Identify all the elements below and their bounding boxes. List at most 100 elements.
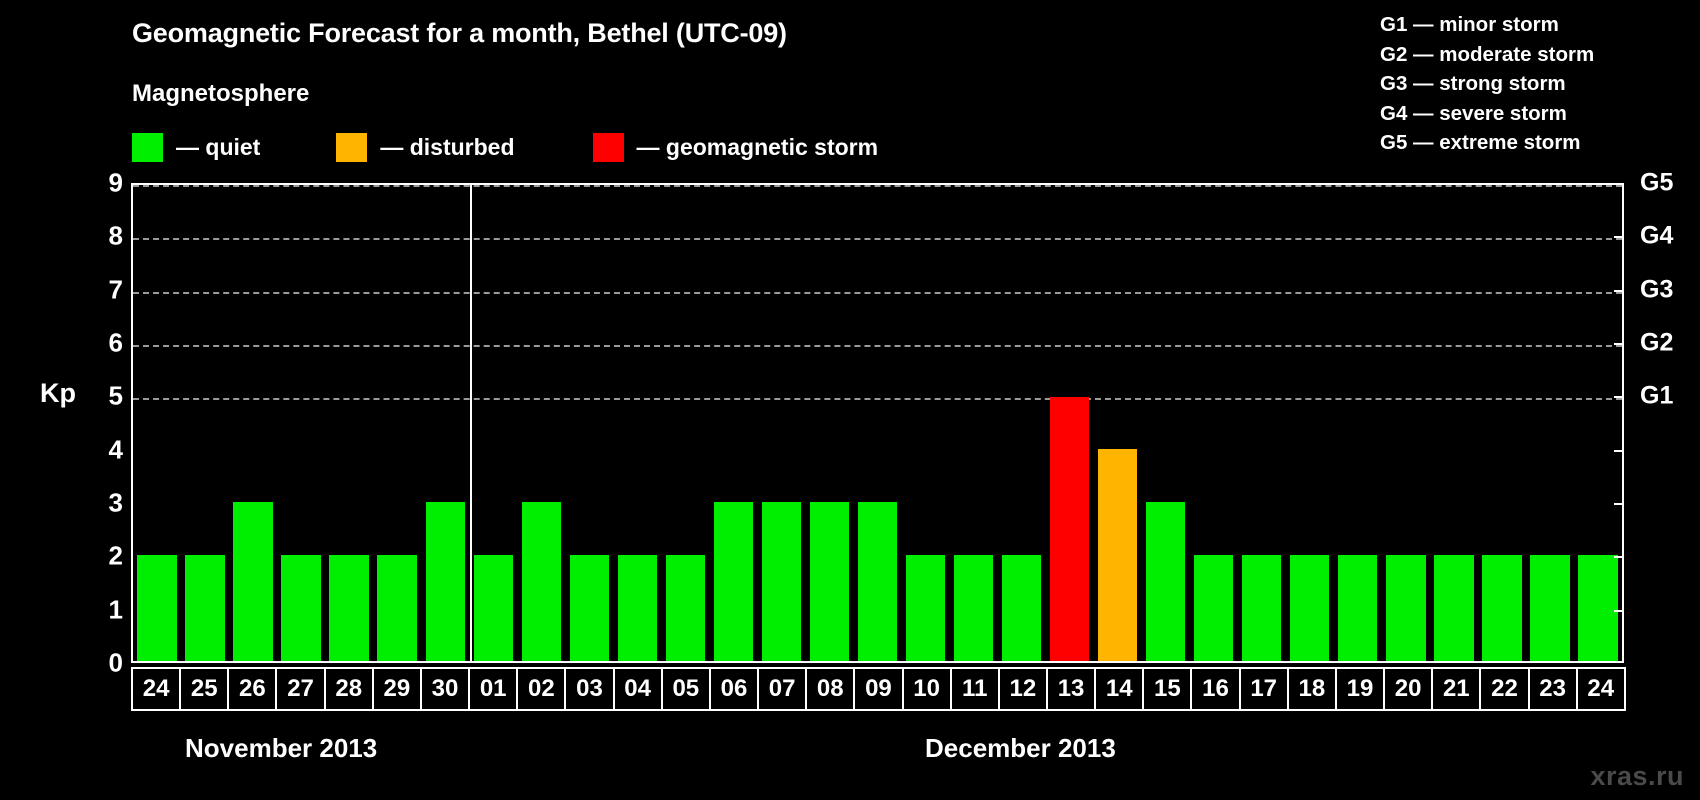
bar-02-quiet	[521, 502, 561, 661]
g-axis-label-G4: G4	[1640, 221, 1674, 250]
bar-12-quiet	[1001, 555, 1042, 661]
date-label-cell: 05	[660, 667, 711, 711]
y-tick-label-7: 7	[108, 274, 123, 305]
g-axis-tick-mark-kp-9	[1614, 183, 1624, 185]
date-label-cell: 20	[1383, 667, 1434, 711]
date-label-cell: 09	[853, 667, 904, 711]
date-label-cell: 24	[1575, 667, 1626, 711]
month-divider-line	[470, 185, 473, 661]
bar-20-quiet	[1386, 555, 1426, 661]
legend-swatch-storm	[592, 132, 624, 162]
date-label-cell: 24	[131, 667, 182, 711]
y-tick-label-2: 2	[108, 540, 123, 571]
bar-slot	[421, 185, 469, 661]
date-label-cell: 27	[275, 667, 326, 711]
date-label-cell: 16	[1190, 667, 1241, 711]
bar-slot	[757, 185, 805, 661]
date-label-cell: 13	[1045, 667, 1097, 711]
g-scale-legend: G1 — minor storm G2 — moderate storm G3 — …	[1380, 10, 1680, 158]
bar-slot	[950, 185, 998, 661]
bar-30-quiet	[425, 502, 465, 661]
bar-slot	[805, 185, 853, 661]
watermark: xras.ru	[1590, 761, 1684, 791]
bar-03-quiet	[569, 555, 609, 661]
bar-14-disturbed	[1097, 449, 1138, 661]
bar-05-quiet	[665, 555, 706, 661]
date-label-cell: 30	[419, 667, 471, 711]
bar-21-quiet	[1434, 555, 1474, 661]
g-axis-label-G5: G5	[1640, 168, 1674, 197]
date-label-cell: 08	[805, 667, 856, 711]
g-scale-legend-line-2: G2 — moderate storm	[1380, 42, 1595, 66]
legend-label-quiet: — quiet	[176, 133, 261, 160]
magnetosphere-legend: — quiet — disturbed — geomagnetic storm	[132, 132, 878, 162]
bar-slot	[1334, 185, 1382, 661]
g-axis-tick-mark-kp-8	[1614, 236, 1624, 239]
bar-13-storm	[1049, 396, 1090, 661]
bar-slot	[1574, 185, 1622, 661]
bars-container	[133, 185, 1622, 661]
bar-slot	[1430, 185, 1478, 661]
bar-23-quiet	[1530, 555, 1570, 661]
gridline-kp-8	[133, 238, 1622, 241]
date-label-cell: 07	[757, 667, 808, 711]
date-label-cell: 26	[227, 667, 278, 711]
bar-17-quiet	[1242, 555, 1282, 661]
legend-swatch-quiet	[132, 132, 163, 162]
y-tick-label-3: 3	[108, 487, 123, 518]
date-label-cell: 02	[516, 667, 567, 711]
g-axis-tick-mark-kp-5	[1614, 396, 1624, 399]
bar-16-quiet	[1194, 555, 1234, 661]
bar-slot	[709, 185, 757, 661]
g-scale-legend-line-3: G3 — strong storm	[1380, 72, 1566, 96]
month-caption-december: December 2013	[925, 733, 1116, 763]
page-title: Geomagnetic Forecast for a month, Bethel…	[132, 18, 787, 48]
bar-19-quiet	[1338, 555, 1378, 661]
bar-27-quiet	[281, 555, 321, 661]
date-label-cell: 18	[1286, 667, 1337, 711]
bar-09-quiet	[857, 502, 898, 661]
bar-slot	[1094, 185, 1142, 661]
g-axis-label-G3: G3	[1640, 275, 1674, 304]
date-label-cell: 17	[1238, 667, 1289, 711]
y-tick-label-1: 1	[108, 594, 123, 625]
legend-item-disturbed: — disturbed	[336, 132, 515, 162]
date-label-cell: 15	[1142, 667, 1193, 711]
date-label-cell: 14	[1094, 667, 1145, 711]
bar-slot	[1382, 185, 1430, 661]
gridline-kp-9	[133, 185, 1622, 187]
legend-swatch-disturbed	[336, 132, 368, 162]
bar-slot	[1238, 185, 1286, 661]
bar-slot	[133, 185, 181, 661]
legend-label-disturbed: — disturbed	[380, 133, 515, 160]
y-tick-label-4: 4	[108, 434, 123, 465]
bar-28-quiet	[329, 555, 369, 661]
gridline-kp-5	[133, 398, 1622, 401]
g-axis-tick-mark-kp-4	[1614, 449, 1624, 452]
bar-slot	[661, 185, 709, 661]
date-label-cell: 06	[708, 667, 760, 711]
bar-slot	[613, 185, 661, 661]
bar-slot	[902, 185, 950, 661]
date-label-cell: 22	[1479, 667, 1530, 711]
bar-slot	[469, 185, 517, 661]
g-axis-tick-mark-kp-6	[1614, 343, 1624, 345]
date-label-cell: 10	[901, 667, 952, 711]
g-axis-tick-mark-kp-2	[1614, 556, 1624, 559]
date-axis-labels: 24 25 26 27 28 29 30 01 02 03 04 05 06 07 08 09 10 11 12 13…	[131, 667, 1626, 711]
legend-label-storm: — geomagnetic storm	[636, 133, 879, 160]
y-axis-title: Kp	[40, 378, 76, 408]
bar-10-quiet	[905, 555, 946, 661]
bar-slot	[1286, 185, 1334, 661]
bar-29-quiet	[377, 555, 417, 661]
bar-slot	[1046, 185, 1094, 661]
date-label-cell: 11	[949, 667, 1000, 711]
y-tick-label-5: 5	[108, 380, 123, 411]
bar-slot	[1526, 185, 1574, 661]
y-tick-label-6: 6	[108, 327, 123, 358]
bar-slot	[998, 185, 1046, 661]
bar-24-quiet	[1578, 555, 1618, 661]
y-axis-labels: 0 1 2 3 4 5 6 7 8 9	[75, 168, 123, 678]
bar-slot	[1142, 185, 1190, 661]
bar-slot	[517, 185, 565, 661]
